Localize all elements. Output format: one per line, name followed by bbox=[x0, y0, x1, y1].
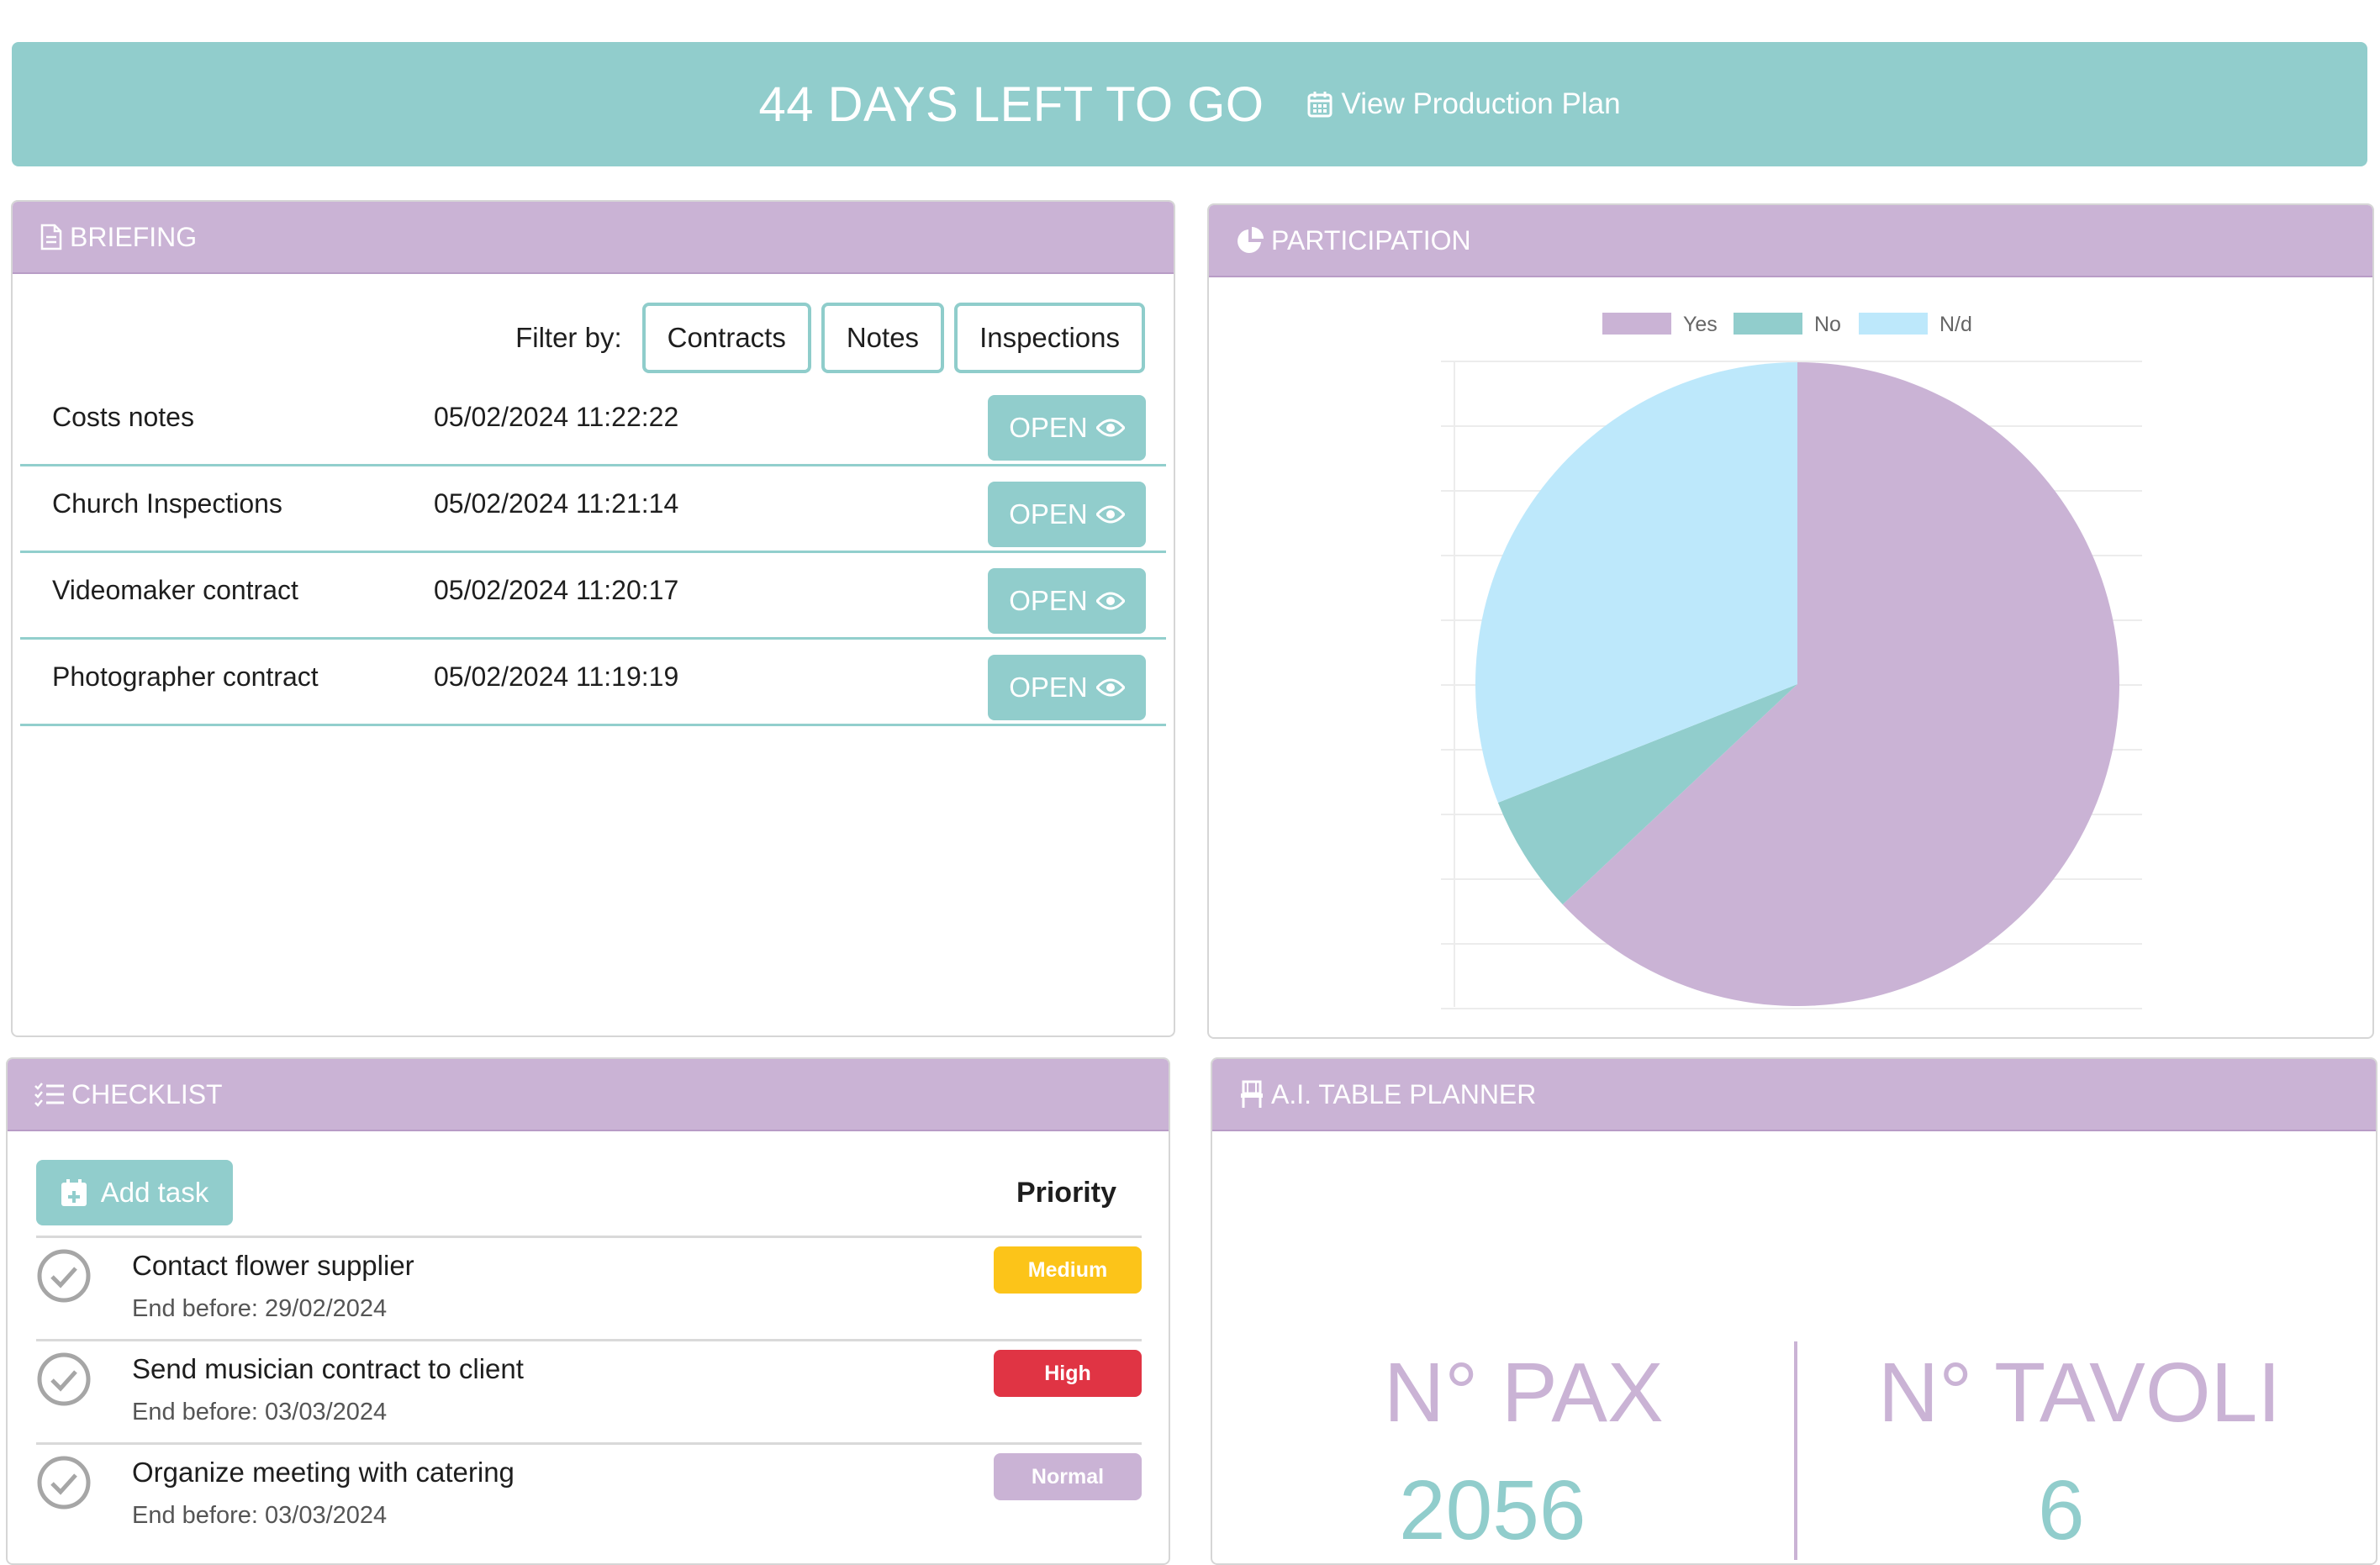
legend-swatch[interactable] bbox=[1859, 313, 1928, 335]
legend-label[interactable]: N/d bbox=[1939, 313, 1972, 336]
legend-swatch[interactable] bbox=[1734, 313, 1802, 335]
participation-panel: PARTICIPATION Yes No N/d bbox=[1207, 203, 2374, 1039]
open-button[interactable]: OPEN bbox=[988, 395, 1146, 461]
participation-title: PARTICIPATION bbox=[1271, 224, 1471, 256]
briefing-header: BRIEFING bbox=[13, 202, 1174, 274]
eye-icon bbox=[1095, 678, 1125, 697]
briefing-row: Costs notes 05/02/2024 11:22:22 OPEN bbox=[20, 380, 1166, 466]
task-due-date: End before: 03/03/2024 bbox=[132, 1502, 388, 1529]
filter-contracts-button[interactable]: Contracts bbox=[641, 303, 811, 373]
legend-label[interactable]: Yes bbox=[1683, 313, 1718, 336]
priority-column-header: Priority bbox=[1016, 1177, 1116, 1209]
open-button[interactable]: OPEN bbox=[988, 482, 1146, 547]
task-item: Organize meeting with catering End befor… bbox=[36, 1442, 1142, 1546]
checklist-panel: CHECKLIST Add task Priority Contact flow… bbox=[6, 1057, 1170, 1565]
briefing-row-name: Videomaker contract bbox=[52, 575, 298, 605]
table-planner-header: A.I. TABLE PLANNER bbox=[1212, 1059, 2376, 1131]
pie-slice-yes[interactable] bbox=[1562, 362, 2119, 1006]
briefing-row-date: 05/02/2024 11:21:14 bbox=[434, 488, 679, 519]
document-icon bbox=[40, 224, 62, 250]
open-button-label[interactable]: OPEN bbox=[1009, 412, 1088, 443]
check-circle-icon[interactable] bbox=[36, 1352, 92, 1407]
open-button[interactable]: OPEN bbox=[988, 568, 1146, 634]
eye-icon bbox=[1095, 419, 1125, 437]
view-production-plan-link[interactable]: View Production Plan bbox=[1307, 87, 1621, 121]
legend-swatch[interactable] bbox=[1602, 313, 1671, 335]
eye-icon bbox=[1095, 592, 1125, 610]
task-title: Organize meeting with catering bbox=[132, 1457, 515, 1488]
task-item: Contact flower supplier End before: 29/0… bbox=[36, 1236, 1142, 1339]
table-planner-panel: A.I. TABLE PLANNER N° PAX 2056 N° TAVOLI… bbox=[1211, 1057, 2377, 1565]
briefing-row-name: Photographer contract bbox=[52, 661, 319, 692]
participation-header: PARTICIPATION bbox=[1209, 205, 2372, 277]
filter-inspections-button[interactable]: Inspections bbox=[954, 303, 1145, 373]
briefing-row-date: 05/02/2024 11:20:17 bbox=[434, 575, 679, 605]
legend-label[interactable]: No bbox=[1814, 313, 1841, 336]
briefing-row: Church Inspections 05/02/2024 11:21:14 O… bbox=[20, 466, 1166, 553]
countdown-title: 44 DAYS LEFT TO GO bbox=[758, 76, 1264, 132]
task-due-date: End before: 03/03/2024 bbox=[132, 1399, 388, 1425]
pie-slice-no[interactable] bbox=[1497, 684, 1797, 905]
filter-notes-button[interactable]: Notes bbox=[821, 303, 945, 373]
pie-slice-n-d[interactable] bbox=[1475, 362, 1797, 803]
table-planner-title: A.I. TABLE PLANNER bbox=[1271, 1078, 1537, 1109]
countdown-banner: 44 DAYS LEFT TO GO View Production Plan bbox=[12, 42, 2367, 166]
open-button[interactable]: OPEN bbox=[988, 655, 1146, 720]
task-title: Send musician contract to client bbox=[132, 1353, 524, 1384]
briefing-row-name: Church Inspections bbox=[52, 488, 282, 519]
calendar-plus-icon bbox=[61, 1179, 87, 1206]
priority-badge: High bbox=[994, 1350, 1142, 1397]
briefing-title: BRIEFING bbox=[70, 221, 198, 252]
eye-icon bbox=[1095, 505, 1125, 524]
checklist-title: CHECKLIST bbox=[71, 1078, 223, 1109]
filter-label: Filter by: bbox=[515, 322, 622, 353]
pax-value: 2056 bbox=[1399, 1463, 1586, 1557]
tables-label: N° TAVOLI bbox=[1878, 1346, 2282, 1440]
briefing-panel: BRIEFING Filter by: Contracts Notes Insp… bbox=[11, 200, 1175, 1037]
add-task-label[interactable]: Add task bbox=[100, 1177, 209, 1208]
priority-badge: Medium bbox=[994, 1246, 1142, 1294]
participation-chart: Yes No N/d bbox=[1441, 313, 2142, 1009]
briefing-row-name: Costs notes bbox=[52, 402, 194, 432]
briefing-table: Costs notes 05/02/2024 11:22:22 OPEN Chu… bbox=[20, 380, 1166, 726]
chair-icon bbox=[1241, 1080, 1263, 1108]
checklist-icon bbox=[34, 1083, 64, 1107]
check-circle-icon[interactable] bbox=[36, 1455, 92, 1510]
briefing-row: Photographer contract 05/02/2024 11:19:1… bbox=[20, 640, 1166, 726]
calendar-icon bbox=[1307, 92, 1332, 118]
task-list: Contact flower supplier End before: 29/0… bbox=[36, 1236, 1142, 1546]
open-button-label[interactable]: OPEN bbox=[1009, 585, 1088, 616]
pax-label: N° PAX bbox=[1384, 1346, 1664, 1440]
view-production-plan-label[interactable]: View Production Plan bbox=[1341, 87, 1621, 120]
tables-value: 6 bbox=[2038, 1463, 2085, 1557]
checklist-header: CHECKLIST bbox=[8, 1059, 1169, 1131]
briefing-row-date: 05/02/2024 11:22:22 bbox=[434, 402, 679, 432]
stats-divider bbox=[1794, 1341, 1797, 1560]
open-button-label[interactable]: OPEN bbox=[1009, 672, 1088, 703]
check-circle-icon[interactable] bbox=[36, 1248, 92, 1304]
add-task-button[interactable]: Add task bbox=[36, 1160, 233, 1225]
task-title: Contact flower supplier bbox=[132, 1250, 414, 1281]
briefing-row-date: 05/02/2024 11:19:19 bbox=[434, 661, 679, 692]
pie-chart-icon bbox=[1237, 227, 1264, 253]
task-due-date: End before: 29/02/2024 bbox=[132, 1295, 388, 1322]
filter-bar: Filter by: Contracts Notes Inspections bbox=[515, 303, 1145, 373]
priority-badge: Normal bbox=[994, 1453, 1142, 1500]
task-item: Send musician contract to client End bef… bbox=[36, 1339, 1142, 1442]
open-button-label[interactable]: OPEN bbox=[1009, 498, 1088, 530]
briefing-row: Videomaker contract 05/02/2024 11:20:17 … bbox=[20, 553, 1166, 640]
